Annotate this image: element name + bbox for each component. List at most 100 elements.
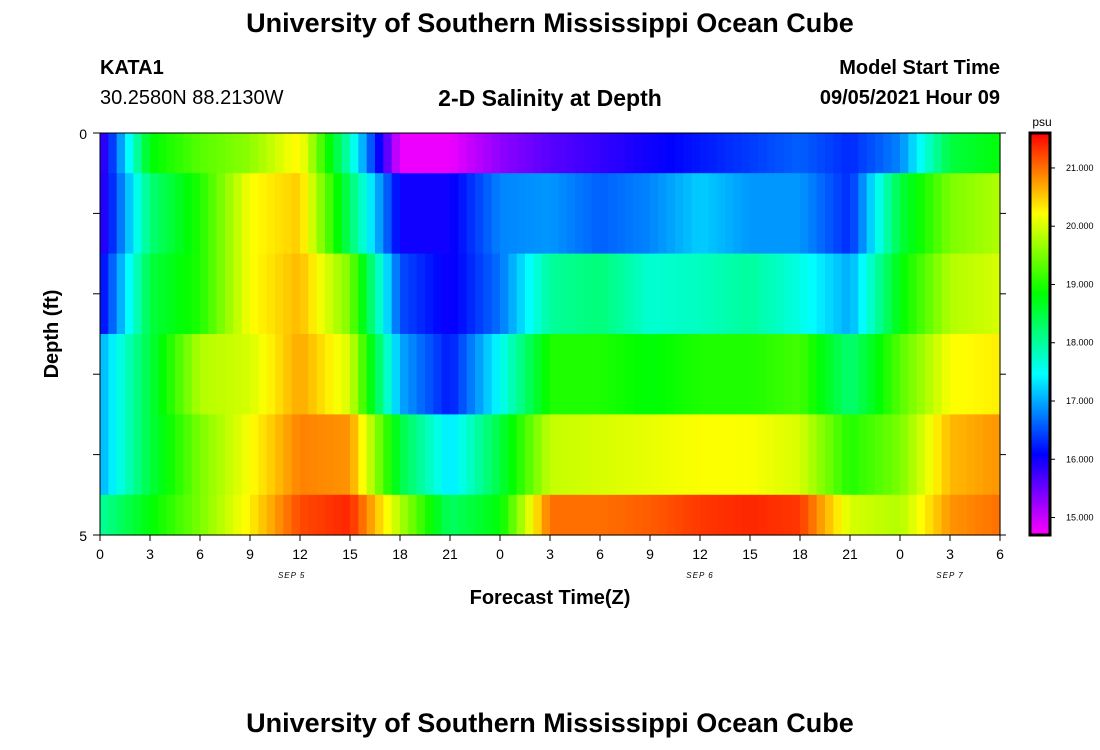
- heatmap-cell: [258, 494, 268, 536]
- x-tick-label: 0: [496, 546, 504, 562]
- heatmap-cell: [200, 334, 209, 415]
- heatmap-cell: [850, 334, 859, 415]
- heatmap-cell: [508, 334, 518, 415]
- heatmap-cell: [108, 494, 118, 536]
- heatmap-cell: [575, 133, 584, 174]
- heatmap-cell: [800, 253, 809, 335]
- heatmap-cell: [125, 494, 134, 536]
- colorbar-tick-label: 16.000: [1066, 454, 1094, 464]
- heatmap-cell: [825, 494, 834, 536]
- heatmap-cell: [325, 253, 334, 335]
- heatmap-cell: [600, 133, 609, 174]
- heatmap-cell: [950, 494, 959, 536]
- heatmap-cell: [183, 334, 193, 415]
- heatmap-cell: [941, 253, 951, 335]
- heatmap-cell: [391, 334, 401, 415]
- heatmap-cell: [766, 133, 776, 174]
- heatmap-cell: [925, 253, 934, 335]
- heatmap-cell: [883, 414, 893, 496]
- heatmap-cell: [341, 414, 351, 496]
- heatmap-cell: [450, 414, 459, 496]
- heatmap-cell: [341, 253, 351, 335]
- heatmap-cell: [783, 334, 793, 415]
- heatmap-cell: [708, 414, 718, 496]
- heatmap-cell: [800, 494, 809, 536]
- heatmap-cell: [966, 173, 976, 255]
- heatmap-cell: [741, 253, 751, 335]
- heatmap-cell: [883, 494, 893, 536]
- heatmap-cell: [383, 494, 393, 536]
- heatmap-cell: [458, 173, 468, 255]
- heatmap-cell: [483, 334, 493, 415]
- heatmap-cell: [400, 133, 409, 174]
- heatmap-cell: [708, 173, 718, 255]
- x-tick-label: 3: [946, 546, 954, 562]
- heatmap-cell: [150, 133, 159, 174]
- heatmap-cell: [816, 334, 826, 415]
- heatmap-cell: [750, 494, 759, 536]
- heatmap-cell: [291, 494, 301, 536]
- heatmap-cell: [383, 334, 393, 415]
- heatmap-cell: [891, 133, 901, 174]
- heatmap-cell: [816, 253, 826, 335]
- heatmap-cell: [258, 414, 268, 496]
- heatmap-cell: [541, 133, 551, 174]
- heatmap-cell: [658, 173, 668, 255]
- heatmap-cell: [583, 173, 593, 255]
- heatmap-cell: [858, 494, 868, 536]
- heatmap-cell: [466, 414, 476, 496]
- heatmap-cell: [450, 133, 459, 174]
- heatmap-cell: [866, 414, 876, 496]
- heatmap-cell: [825, 173, 834, 255]
- heatmap-cell: [225, 414, 234, 496]
- heatmap-cell: [250, 494, 259, 536]
- heatmap-cell: [425, 253, 434, 335]
- heatmap-cell: [875, 334, 884, 415]
- heatmap-cell: [458, 253, 468, 335]
- heatmap-cell: [700, 173, 709, 255]
- heatmap-cell: [925, 334, 934, 415]
- x-tick-label: 12: [292, 546, 308, 562]
- heatmap-cell: [300, 414, 309, 496]
- heatmap-cell: [908, 173, 918, 255]
- heatmap-cell: [566, 133, 576, 174]
- heatmap-cell: [350, 253, 359, 335]
- heatmap-cell: [375, 414, 384, 496]
- heatmap-cell: [666, 173, 676, 255]
- heatmap-cell: [116, 414, 126, 496]
- x-axis-label: Forecast Time(Z): [470, 587, 631, 609]
- colorbar-tick-label: 19.000: [1066, 279, 1094, 289]
- date-label: SEP 6: [686, 571, 713, 580]
- heatmap-cell: [608, 253, 618, 335]
- heatmap-cell: [575, 253, 584, 335]
- heatmap-cell: [875, 133, 884, 174]
- heatmap-cell: [466, 334, 476, 415]
- heatmap-cell: [850, 253, 859, 335]
- heatmap-cell: [416, 334, 426, 415]
- heatmap-cell: [666, 133, 676, 174]
- heatmap-cell: [841, 494, 851, 536]
- heatmap-cell: [425, 173, 434, 255]
- heatmap-cell: [850, 494, 859, 536]
- heatmap-cell: [125, 253, 134, 335]
- heatmap-cell: [225, 494, 234, 536]
- heatmap-cell: [183, 253, 193, 335]
- heatmap-cell: [408, 253, 418, 335]
- heatmap-cell: [633, 253, 643, 335]
- heatmap-cell: [466, 173, 476, 255]
- heatmap-cell: [116, 334, 126, 415]
- heatmap-cell: [808, 494, 818, 536]
- heatmap-cell: [383, 253, 393, 335]
- heatmap-cell: [508, 133, 518, 174]
- heatmap-cell: [683, 414, 693, 496]
- heatmap-cell: [908, 253, 918, 335]
- heatmap-cell: [216, 494, 226, 536]
- heatmap-cell: [675, 334, 684, 415]
- heatmap-cell: [900, 414, 909, 496]
- x-tick-label: 6: [996, 546, 1004, 562]
- heatmap-cell: [400, 414, 409, 496]
- heatmap-cell: [308, 334, 318, 415]
- heatmap-cell: [791, 334, 801, 415]
- heatmap-cell: [133, 494, 143, 536]
- heatmap-cell: [966, 133, 976, 174]
